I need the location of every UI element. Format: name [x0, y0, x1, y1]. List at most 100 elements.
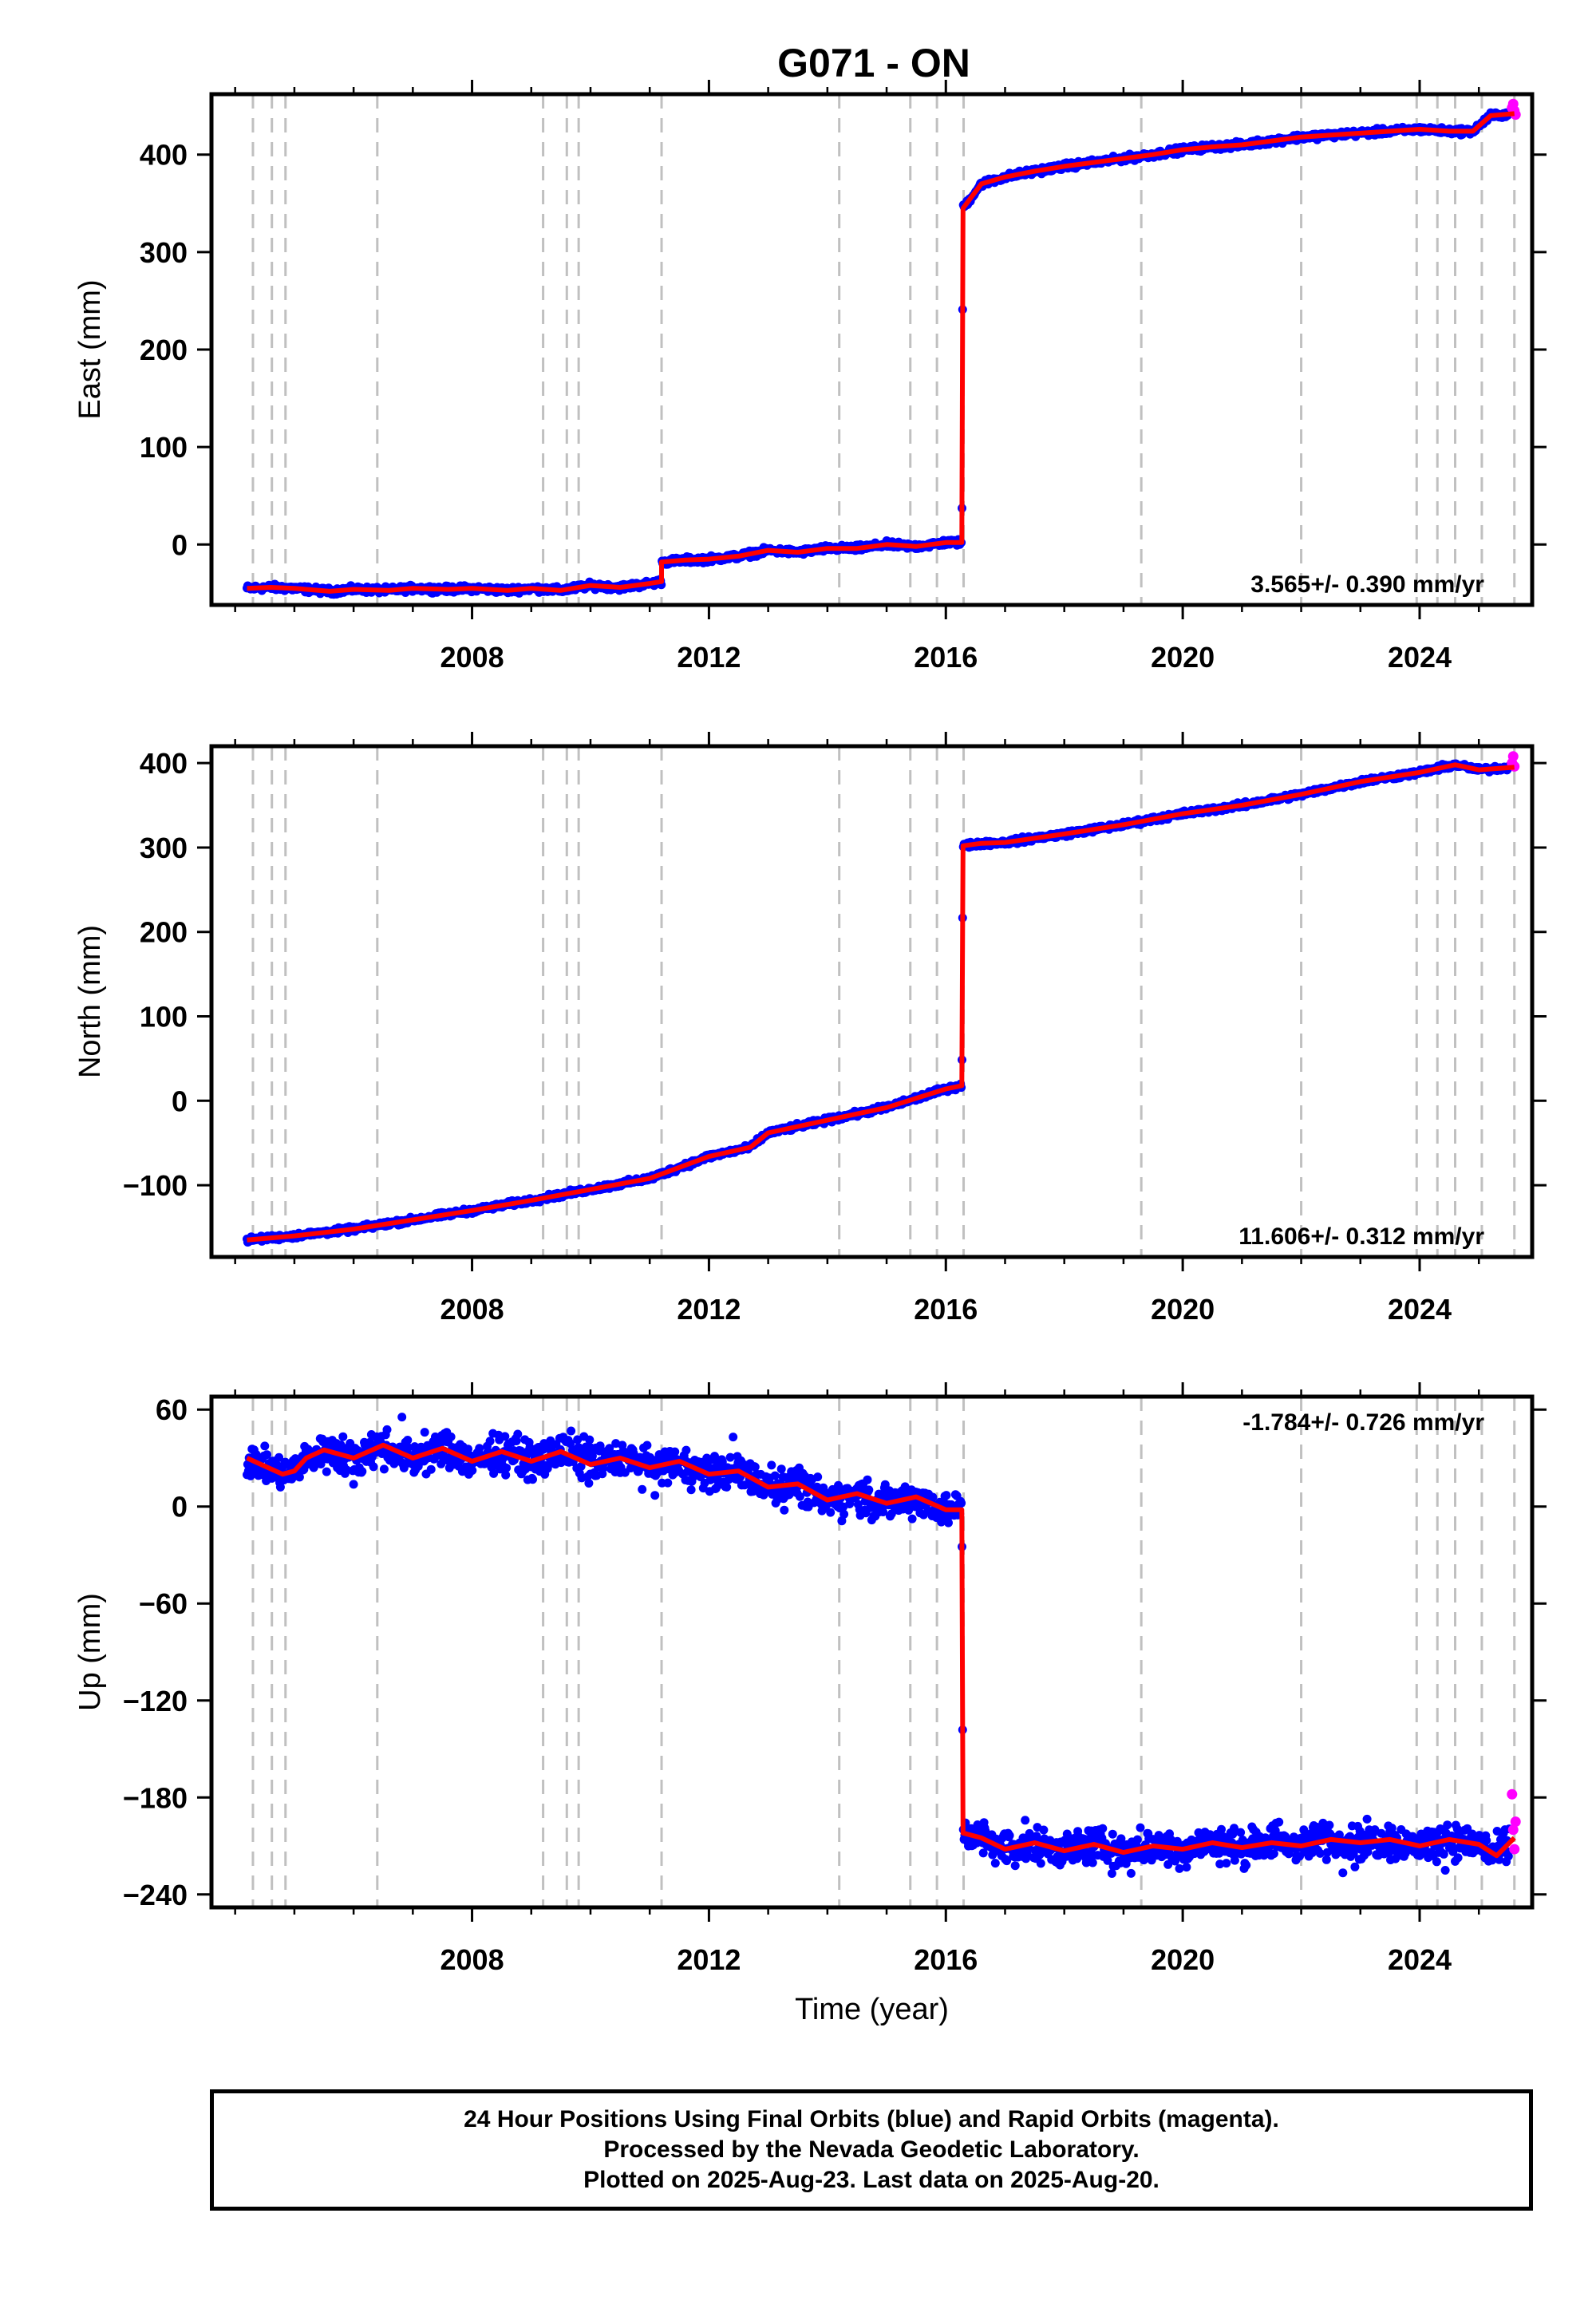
final-point — [978, 1848, 988, 1858]
final-point — [379, 1464, 389, 1474]
final-point — [585, 1435, 595, 1445]
final-point — [595, 1441, 605, 1451]
final-point — [426, 1464, 436, 1474]
final-point — [750, 1462, 760, 1472]
final-point — [776, 1464, 786, 1474]
final-point — [839, 1509, 849, 1519]
y-tick-label: −100 — [123, 1169, 188, 1202]
final-point — [1010, 1861, 1020, 1871]
final-point — [767, 1460, 776, 1470]
final-point — [864, 1485, 874, 1495]
final-point — [584, 1479, 594, 1488]
final-point — [437, 1459, 446, 1468]
final-point — [770, 1471, 780, 1480]
final-point — [650, 1491, 660, 1500]
final-point — [294, 1472, 304, 1482]
final-orbit-points — [243, 98, 1521, 599]
y-axis-label: North (mm) — [73, 925, 107, 1078]
final-point — [681, 1445, 691, 1455]
final-point — [813, 1472, 823, 1482]
final-point — [576, 1462, 586, 1471]
final-point — [512, 1437, 521, 1445]
final-point — [342, 1465, 351, 1475]
final-point — [729, 1433, 738, 1442]
plot-frame — [209, 744, 1535, 1259]
y-tick-label: 400 — [140, 747, 188, 780]
final-point — [543, 1460, 553, 1470]
final-point — [879, 1508, 888, 1516]
final-point — [642, 1441, 652, 1450]
final-point — [670, 1447, 680, 1456]
final-point — [489, 1468, 499, 1478]
final-point — [358, 1467, 367, 1476]
y-tick-label: 100 — [140, 1001, 188, 1034]
final-point — [957, 1498, 966, 1508]
y-tick-label: 100 — [140, 431, 188, 464]
panel-north: 2008 2012 2016 2020 2024−1000100200300400Nor… — [73, 732, 1547, 1326]
final-point — [710, 1452, 719, 1461]
final-point — [263, 1450, 271, 1460]
final-point — [397, 1413, 407, 1422]
final-point — [513, 1429, 523, 1439]
x-tick-label: 2012 — [677, 641, 741, 674]
x-tick-label: 2020 — [1151, 641, 1215, 674]
final-point — [275, 1452, 284, 1462]
velocity-rate-label: 11.606+/- 0.312 mm/yr — [1238, 1223, 1484, 1250]
final-point — [944, 1518, 953, 1528]
final-point — [780, 1505, 789, 1515]
final-point — [795, 1492, 804, 1501]
final-point — [686, 1485, 696, 1495]
figure-title: G071 - ON — [777, 41, 970, 85]
final-point — [322, 1467, 331, 1476]
final-point — [267, 1473, 277, 1483]
x-tick-label: 2008 — [440, 1293, 504, 1326]
final-point — [403, 1436, 413, 1445]
x-tick-label: 2020 — [1151, 1293, 1215, 1326]
x-tick-label: 2016 — [914, 641, 978, 674]
velocity-rate-label: 3.565+/- 0.390 mm/yr — [1250, 571, 1484, 598]
final-point — [382, 1425, 392, 1434]
final-point — [887, 1509, 896, 1519]
y-tick-label: 200 — [140, 916, 188, 949]
y-tick-label: 0 — [172, 1085, 188, 1117]
y-axis-label: East (mm) — [73, 279, 107, 419]
final-point — [1098, 1824, 1108, 1833]
final-point — [1039, 1825, 1049, 1835]
final-point — [566, 1439, 575, 1448]
y-tick-label: 200 — [140, 334, 188, 366]
final-point — [528, 1475, 537, 1484]
final-point — [485, 1437, 495, 1446]
final-point — [717, 1457, 727, 1467]
final-point — [1073, 1854, 1082, 1863]
final-point — [1103, 1856, 1112, 1865]
model-line — [247, 762, 1515, 1243]
x-tick-label: 2012 — [677, 1293, 741, 1326]
final-orbit-points — [243, 1413, 1521, 1878]
final-point — [722, 1482, 732, 1492]
final-point — [349, 1480, 358, 1489]
final-point — [663, 1478, 673, 1488]
final-point — [907, 1514, 917, 1524]
final-point — [501, 1470, 511, 1480]
x-tick-label: 2024 — [1388, 641, 1452, 674]
y-tick-label: 300 — [140, 832, 188, 864]
final-point — [369, 1462, 378, 1472]
x-tick-label: 2016 — [914, 1293, 978, 1326]
final-point — [1005, 1831, 1014, 1840]
final-point — [863, 1475, 872, 1484]
plot-frame — [209, 92, 1535, 607]
final-point — [464, 1445, 472, 1454]
final-point — [420, 1428, 429, 1437]
final-point — [725, 1452, 735, 1462]
final-point — [990, 1859, 1000, 1868]
final-point — [468, 1466, 477, 1475]
x-tick-label: 2008 — [440, 641, 504, 674]
final-point — [837, 1516, 847, 1526]
final-point — [567, 1426, 576, 1436]
final-point — [638, 1484, 647, 1494]
final-point — [275, 1482, 285, 1492]
final-orbit-points — [243, 751, 1520, 1247]
y-tick-label: 0 — [172, 528, 188, 561]
